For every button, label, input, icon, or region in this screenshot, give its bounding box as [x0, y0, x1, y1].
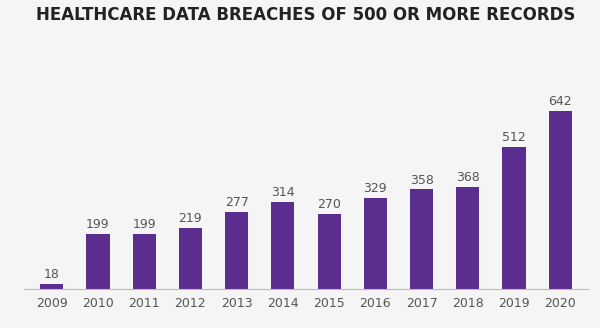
Bar [86, 234, 110, 289]
Text: 642: 642 [548, 95, 572, 108]
Bar [364, 197, 387, 289]
Bar [133, 234, 156, 289]
Bar [502, 147, 526, 289]
Bar [271, 202, 295, 289]
Bar [179, 228, 202, 289]
Text: 270: 270 [317, 198, 341, 211]
Text: 18: 18 [44, 268, 59, 281]
Bar [40, 284, 63, 289]
Text: 199: 199 [133, 218, 156, 231]
Bar [317, 214, 341, 289]
Text: 219: 219 [179, 212, 202, 225]
Bar [225, 212, 248, 289]
Text: 277: 277 [225, 196, 248, 209]
Text: 199: 199 [86, 218, 110, 231]
Bar [410, 190, 433, 289]
Text: 358: 358 [410, 174, 434, 187]
Text: 314: 314 [271, 186, 295, 199]
Text: 512: 512 [502, 131, 526, 144]
Text: 329: 329 [364, 182, 387, 195]
Bar [456, 187, 479, 289]
Title: HEALTHCARE DATA BREACHES OF 500 OR MORE RECORDS: HEALTHCARE DATA BREACHES OF 500 OR MORE … [37, 6, 575, 24]
Bar [549, 111, 572, 289]
Text: 368: 368 [456, 171, 479, 184]
